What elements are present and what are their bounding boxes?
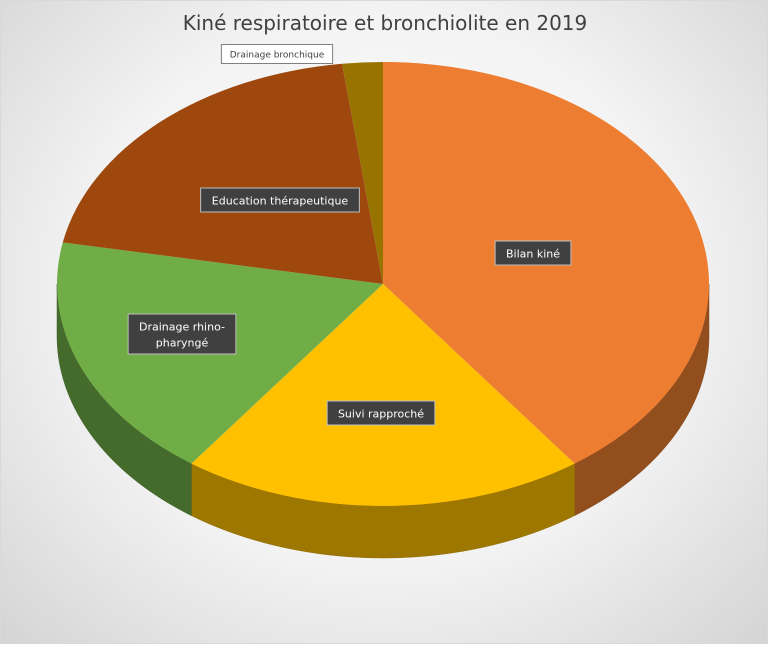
data-label-text: Suivi rapproché (338, 408, 424, 421)
chart-title: Kiné respiratoire et bronchiolite en 201… (182, 11, 588, 35)
data-labels: Bilan kiné Suivi rapproché Drainage rhino-… (127, 44, 572, 426)
data-label-text: Drainage rhino- (139, 321, 225, 334)
data-label-bilan-kine: Bilan kiné (494, 240, 572, 266)
data-label-text: Drainage bronchique (230, 51, 325, 61)
pie-slices (56, 62, 709, 507)
data-label-drainage-rhino-pharynge: Drainage rhino-pharyngé (127, 313, 237, 355)
slice-education-therapeutique (62, 63, 384, 285)
data-label-suivi-rapproche: Suivi rapproché (326, 400, 436, 426)
data-label-education-therapeutique: Education thérapeutique (200, 187, 360, 213)
slice-suivi-rapproche (191, 284, 575, 507)
data-label-text: pharyngé (156, 337, 209, 350)
data-label-text: Bilan kiné (506, 248, 560, 261)
slice-drainage-bronchique (342, 62, 383, 284)
data-label-text: Education thérapeutique (212, 195, 349, 208)
data-label-drainage-bronchique: Drainage bronchique (220, 44, 334, 64)
